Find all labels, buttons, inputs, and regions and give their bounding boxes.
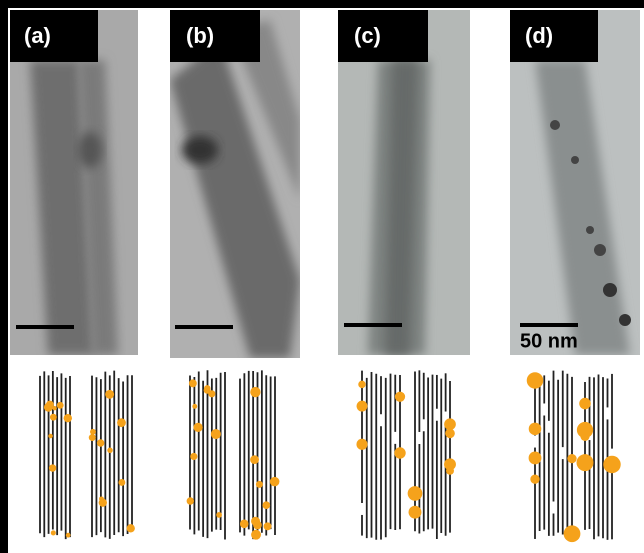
scale-bar [520, 323, 578, 327]
schematic-particle [251, 517, 260, 526]
frame-left [0, 0, 8, 553]
frame-top [0, 0, 644, 8]
figure: (a) (b) (c) (d) 50 nm [0, 0, 644, 553]
schematic-particle [208, 390, 215, 397]
schematic-particle [49, 464, 56, 471]
schematic-particle [127, 524, 135, 532]
schematic-particle [577, 422, 593, 438]
tem-image-b [170, 10, 300, 358]
scale-bar [344, 323, 402, 327]
schematic-particle [270, 477, 280, 487]
schematic-particle [262, 501, 270, 509]
schematic-particle [64, 414, 72, 422]
schematic-particle [107, 448, 112, 453]
schematic-particle [251, 530, 261, 540]
scale-bar [16, 325, 74, 329]
schematic-particle [97, 439, 104, 446]
schematic-particle [50, 414, 57, 421]
schematic-particle [577, 454, 594, 471]
schematic-particle [117, 418, 126, 427]
schematic-particle [51, 530, 56, 535]
schematic-particle [190, 453, 197, 460]
schematic-particle [193, 423, 202, 432]
schematic-particle [250, 387, 260, 397]
schematic-particle [189, 379, 197, 387]
schematic-particle [564, 525, 581, 542]
panel-label: (b) [186, 23, 214, 48]
schematic-particle [358, 439, 365, 446]
panel-label: (d) [525, 23, 553, 48]
schematic-particle [409, 506, 422, 519]
schematic-particle [579, 398, 591, 410]
schematic-particle [603, 456, 620, 473]
schematic-particle [118, 479, 125, 486]
scale-bar [175, 325, 233, 329]
schematic-particle [444, 418, 456, 430]
schematic-particle [216, 512, 222, 518]
schematic-particle [89, 434, 96, 441]
panel-label: (a) [24, 23, 51, 48]
schematic-particle [394, 447, 405, 458]
schematic-particle [46, 401, 54, 409]
schematic-particle [192, 404, 197, 409]
schematic-particle [444, 458, 456, 470]
schematic-particle [90, 429, 96, 435]
schematic-particle [57, 402, 64, 409]
schematic-particle [211, 429, 221, 439]
schematic-particle [408, 486, 423, 501]
schematic-particle [357, 401, 368, 412]
schematic-particle [187, 497, 194, 504]
scale-bar-label: 50 nm [520, 330, 578, 352]
schematic-particle [527, 372, 543, 388]
label-box [170, 10, 260, 62]
label-box [338, 10, 428, 62]
schematic-particle [567, 454, 576, 463]
schematic-particle [529, 452, 542, 465]
schematic-particle [530, 474, 539, 483]
schematic-particle [240, 520, 249, 529]
schematic-particle [445, 429, 455, 439]
schematic-particle [66, 533, 71, 538]
schematic-particle [105, 390, 114, 399]
schematic-particle [250, 455, 259, 464]
schematic-particle [264, 522, 272, 530]
schematic-particle [256, 481, 263, 488]
schematic-particle [358, 381, 365, 388]
schematic-particle [395, 392, 405, 402]
label-box [510, 10, 598, 62]
schematic-particle [99, 499, 107, 507]
schematic-particle [48, 434, 53, 439]
panel-label: (c) [354, 23, 381, 48]
schematic-particle [529, 423, 542, 436]
